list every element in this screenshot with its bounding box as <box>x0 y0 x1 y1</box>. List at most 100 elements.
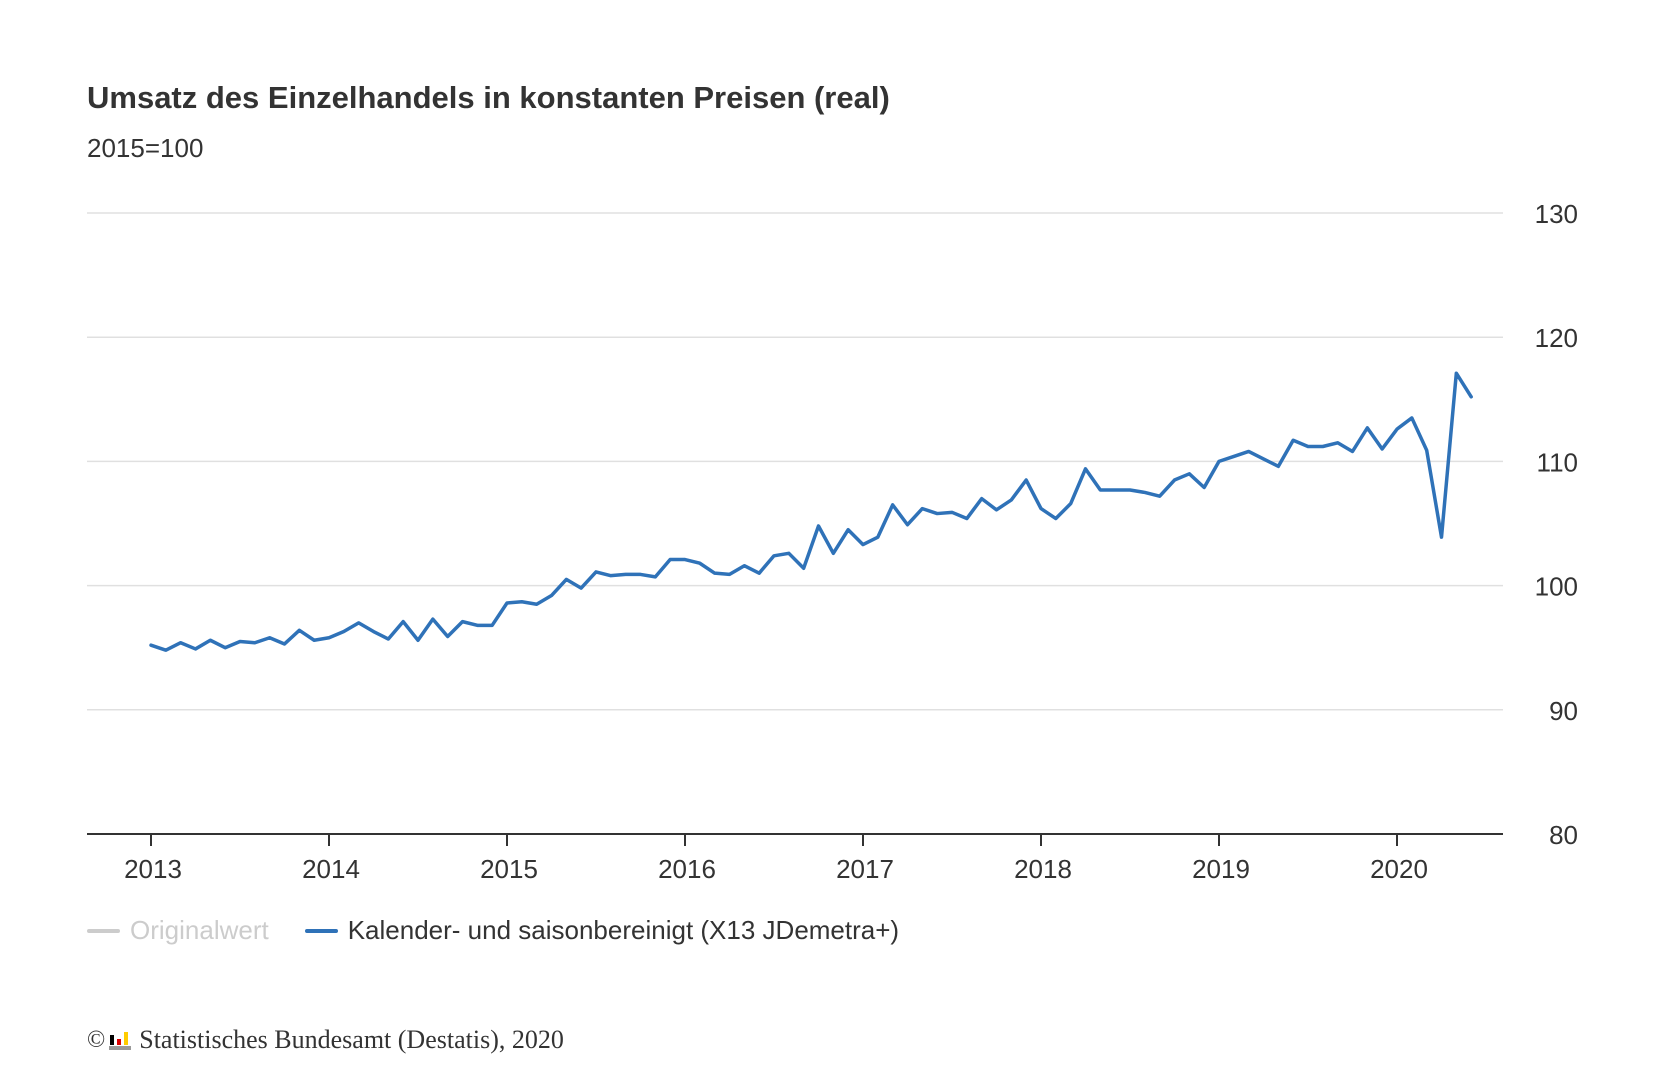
data-point-2016-02[interactable] <box>694 557 706 569</box>
data-point-2015-11[interactable] <box>649 571 661 583</box>
data-point-2017-01[interactable] <box>857 539 869 551</box>
data-point-2015-02[interactable] <box>516 596 528 608</box>
data-point-2020-04[interactable] <box>1436 531 1448 543</box>
data-point-2015-05[interactable] <box>560 573 572 585</box>
data-point-2016-03[interactable] <box>709 567 721 579</box>
data-point-2019-05[interactable] <box>1272 460 1284 472</box>
data-point-2015-06[interactable] <box>575 582 587 594</box>
data-point-2018-07[interactable] <box>1124 484 1136 496</box>
data-point-2015-10[interactable] <box>635 568 647 580</box>
data-point-2016-12[interactable] <box>842 524 854 536</box>
data-point-2019-07[interactable] <box>1302 441 1314 453</box>
data-point-2017-03[interactable] <box>887 499 899 511</box>
data-point-2018-05[interactable] <box>1094 484 1106 496</box>
data-point-2018-02[interactable] <box>1050 513 1062 525</box>
data-point-2014-10[interactable] <box>457 616 469 628</box>
data-point-2019-03[interactable] <box>1243 445 1255 457</box>
data-point-2018-06[interactable] <box>1109 484 1121 496</box>
data-point-2015-04[interactable] <box>546 590 558 602</box>
data-point-2017-04[interactable] <box>902 519 914 531</box>
data-point-2017-12[interactable] <box>1020 474 1032 486</box>
data-point-2016-07[interactable] <box>768 550 780 562</box>
data-point-2018-10[interactable] <box>1169 474 1181 486</box>
data-point-2017-11[interactable] <box>1005 494 1017 506</box>
legend-label-originalwert: Originalwert <box>130 915 269 945</box>
data-point-2016-05[interactable] <box>738 560 750 572</box>
chart-subtitle: 2015=100 <box>87 133 204 163</box>
data-point-2014-01[interactable] <box>323 632 335 644</box>
data-point-2017-09[interactable] <box>976 493 988 505</box>
data-point-2018-11[interactable] <box>1183 468 1195 480</box>
data-point-2019-11[interactable] <box>1361 422 1373 434</box>
y-tick-label-120: 120 <box>1535 323 1578 353</box>
legend-item-adjusted[interactable]: Kalender- und saisonbereinigt (X13 JDeme… <box>304 915 899 946</box>
data-point-2020-05[interactable] <box>1450 367 1462 379</box>
data-point-2016-04[interactable] <box>724 568 736 580</box>
data-point-2014-03[interactable] <box>353 617 365 629</box>
data-point-2017-05[interactable] <box>916 503 928 515</box>
data-point-2014-11[interactable] <box>471 619 483 631</box>
x-tick-label-2018: 2018 <box>1014 854 1072 884</box>
x-axis <box>87 833 1503 846</box>
data-point-2015-08[interactable] <box>605 570 617 582</box>
data-point-2014-04[interactable] <box>368 626 380 638</box>
data-point-2019-04[interactable] <box>1258 453 1270 465</box>
data-point-2015-07[interactable] <box>590 566 602 578</box>
legend-item-originalwert[interactable]: Originalwert <box>87 915 269 946</box>
data-point-2015-03[interactable] <box>531 598 543 610</box>
data-point-2013-05[interactable] <box>204 634 216 646</box>
data-point-2013-04[interactable] <box>190 643 202 655</box>
data-point-2018-04[interactable] <box>1080 463 1092 475</box>
data-point-2013-12[interactable] <box>308 634 320 646</box>
data-point-2017-06[interactable] <box>931 508 943 520</box>
data-point-2013-07[interactable] <box>234 635 246 647</box>
data-point-2013-09[interactable] <box>264 632 276 644</box>
data-point-2017-07[interactable] <box>946 506 958 518</box>
data-point-2015-12[interactable] <box>664 554 676 566</box>
data-point-2019-01[interactable] <box>1213 455 1225 467</box>
data-point-2017-08[interactable] <box>961 513 973 525</box>
data-point-2014-12[interactable] <box>486 619 498 631</box>
data-point-2017-02[interactable] <box>872 531 884 543</box>
data-point-2019-02[interactable] <box>1228 450 1240 462</box>
data-point-2016-10[interactable] <box>813 520 825 532</box>
data-point-2018-09[interactable] <box>1154 490 1166 502</box>
data-point-2016-11[interactable] <box>827 547 839 559</box>
data-point-2019-12[interactable] <box>1376 443 1388 455</box>
data-point-2014-09[interactable] <box>442 631 454 643</box>
data-point-2017-10[interactable] <box>991 504 1003 516</box>
data-point-2014-07[interactable] <box>412 634 424 646</box>
data-point-2013-03[interactable] <box>175 637 187 649</box>
data-point-2019-08[interactable] <box>1317 441 1329 453</box>
data-point-2014-06[interactable] <box>397 616 409 628</box>
legend: Originalwert Kalender- und saisonbereini… <box>87 915 935 946</box>
data-point-2019-09[interactable] <box>1332 437 1344 449</box>
data-point-2016-06[interactable] <box>753 567 765 579</box>
data-point-2013-06[interactable] <box>219 642 231 654</box>
data-point-2014-08[interactable] <box>427 613 439 625</box>
x-tick-label-2017: 2017 <box>836 854 894 884</box>
data-point-2019-06[interactable] <box>1287 434 1299 446</box>
data-point-2013-01[interactable] <box>145 639 157 651</box>
data-point-2020-03[interactable] <box>1421 444 1433 456</box>
data-point-2015-01[interactable] <box>501 597 513 609</box>
data-point-2013-10[interactable] <box>279 638 291 650</box>
data-point-2016-08[interactable] <box>783 547 795 559</box>
data-point-2020-06[interactable] <box>1465 391 1477 403</box>
data-point-2013-11[interactable] <box>293 624 305 636</box>
data-point-2020-01[interactable] <box>1391 423 1403 435</box>
data-point-2016-09[interactable] <box>798 562 810 574</box>
data-point-2018-03[interactable] <box>1065 498 1077 510</box>
data-point-2014-05[interactable] <box>382 633 394 645</box>
data-point-2020-02[interactable] <box>1406 412 1418 424</box>
data-point-2019-10[interactable] <box>1347 445 1359 457</box>
data-point-2018-08[interactable] <box>1139 486 1151 498</box>
data-point-2016-01[interactable] <box>679 554 691 566</box>
data-point-2018-01[interactable] <box>1035 503 1047 515</box>
data-point-2018-12[interactable] <box>1198 481 1210 493</box>
data-point-2013-08[interactable] <box>249 637 261 649</box>
data-point-2014-02[interactable] <box>338 626 350 638</box>
data-point-2013-02[interactable] <box>160 644 172 656</box>
data-point-2015-09[interactable] <box>620 568 632 580</box>
